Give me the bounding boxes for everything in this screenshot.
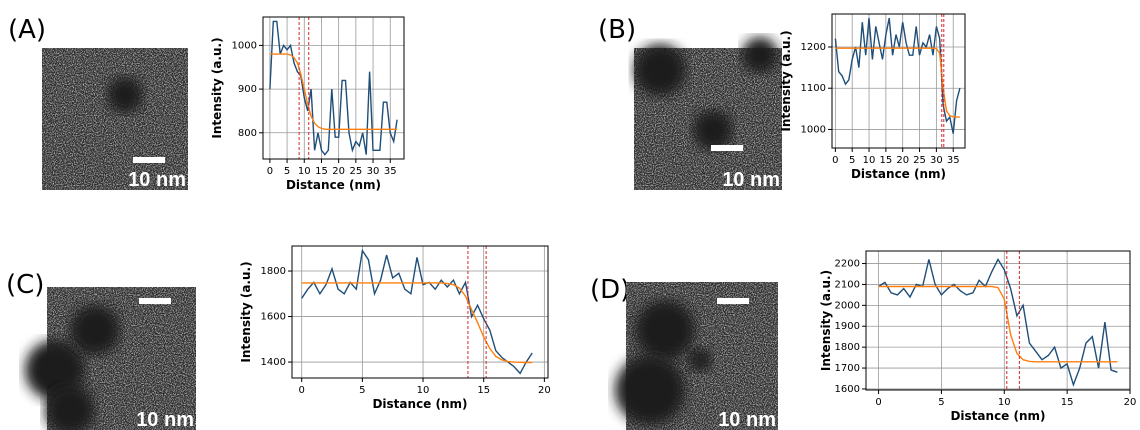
plot-frame (831, 13, 966, 149)
dark-particle (688, 348, 712, 372)
panel-label: (C) (6, 270, 44, 300)
y-tick-label: 1600 (835, 384, 860, 395)
x-tick-label: 35 (947, 155, 960, 166)
x-tick-label: 10 (998, 397, 1011, 408)
y-tick-label: 1000 (801, 124, 826, 135)
dark-particle (615, 355, 685, 425)
y-tick-label: 800 (238, 128, 257, 139)
scale-bar-label: 10 nm (722, 169, 780, 191)
x-tick-label: 15 (880, 155, 893, 166)
scale-bar (133, 157, 165, 163)
x-tick-label: 35 (384, 166, 397, 177)
series-line (835, 47, 960, 118)
x-tick-label: 25 (349, 166, 362, 177)
x-tick-label: 0 (267, 166, 273, 177)
x-tick-label: 5 (359, 385, 365, 396)
y-tick-label: 1400 (261, 357, 286, 368)
x-tick-label: 20 (538, 385, 551, 396)
x-tick-label: 5 (938, 397, 944, 408)
x-tick-label: 10 (298, 166, 311, 177)
scale-bar (139, 298, 171, 304)
x-tick-label: 20 (1124, 397, 1137, 408)
dark-particle (107, 77, 143, 113)
y-tick-label: 2000 (835, 300, 860, 311)
panel-label: (B) (598, 15, 636, 45)
micrograph: 10 nm (615, 282, 778, 430)
x-tick-label: 0 (832, 155, 838, 166)
series-line (834, 17, 961, 134)
y-tick-label: 1200 (801, 42, 826, 53)
y-tick-label: 1600 (261, 312, 286, 323)
x-tick-label: 30 (367, 166, 380, 177)
micrograph: 10 nm (25, 287, 196, 430)
x-tick-label: 25 (913, 155, 926, 166)
image-grain (42, 48, 188, 190)
series-line (878, 285, 1118, 363)
plot-frame (291, 245, 549, 379)
x-tick-label: 10 (417, 385, 430, 396)
y-tick-label: 2200 (835, 259, 860, 270)
y-axis-label: Intensity (a.u.) (779, 30, 793, 131)
plot-frame (865, 250, 1131, 391)
y-tick-label: 1100 (801, 83, 826, 94)
y-axis-label: Intensity (a.u.) (819, 270, 833, 371)
x-tick-label: 10 (863, 155, 876, 166)
scale-bar-label: 10 nm (136, 409, 194, 430)
scale-bar (717, 298, 749, 304)
y-tick-label: 1800 (835, 342, 860, 353)
scale-bar-label: 10 nm (128, 169, 186, 191)
series-line (301, 248, 533, 375)
x-axis-label: Distance (nm) (950, 409, 1045, 423)
scale-bar-label: 10 nm (718, 409, 776, 430)
dark-particle (742, 37, 778, 73)
y-tick-label: 900 (238, 84, 257, 95)
x-tick-label: 0 (875, 397, 881, 408)
dark-particle (634, 44, 686, 96)
y-tick-label: 1000 (232, 40, 257, 51)
x-axis-label: Distance (nm) (372, 397, 467, 411)
x-axis-label: Distance (nm) (286, 178, 381, 192)
x-tick-label: 15 (477, 385, 490, 396)
x-tick-label: 30 (930, 155, 943, 166)
x-tick-label: 20 (896, 155, 909, 166)
x-tick-label: 15 (1061, 397, 1074, 408)
micrograph: 10 nm (634, 37, 782, 191)
series-line (269, 20, 398, 156)
series-line (878, 257, 1118, 387)
dark-particle (70, 305, 120, 355)
scale-bar (711, 145, 743, 151)
y-axis-label: Intensity (a.u.) (239, 261, 253, 362)
x-tick-label: 5 (849, 155, 855, 166)
series-line (301, 282, 533, 364)
y-tick-label: 2100 (835, 279, 860, 290)
dark-particle (45, 385, 95, 430)
panel-label: (D) (590, 275, 630, 305)
plot-frame (262, 16, 405, 160)
micrograph: 10 nm (42, 48, 188, 191)
x-tick-label: 0 (299, 385, 305, 396)
dark-particle (635, 300, 695, 360)
y-tick-label: 1800 (261, 266, 286, 277)
x-tick-label: 5 (284, 166, 290, 177)
dark-particle (693, 110, 733, 150)
panel-label: (A) (8, 15, 46, 45)
x-tick-label: 20 (332, 166, 345, 177)
x-axis-label: Distance (nm) (851, 167, 946, 181)
y-tick-label: 1900 (835, 321, 860, 332)
y-tick-label: 1700 (835, 363, 860, 374)
y-axis-label: Intensity (a.u.) (210, 37, 224, 138)
series-line (269, 53, 398, 130)
x-tick-label: 15 (315, 166, 328, 177)
